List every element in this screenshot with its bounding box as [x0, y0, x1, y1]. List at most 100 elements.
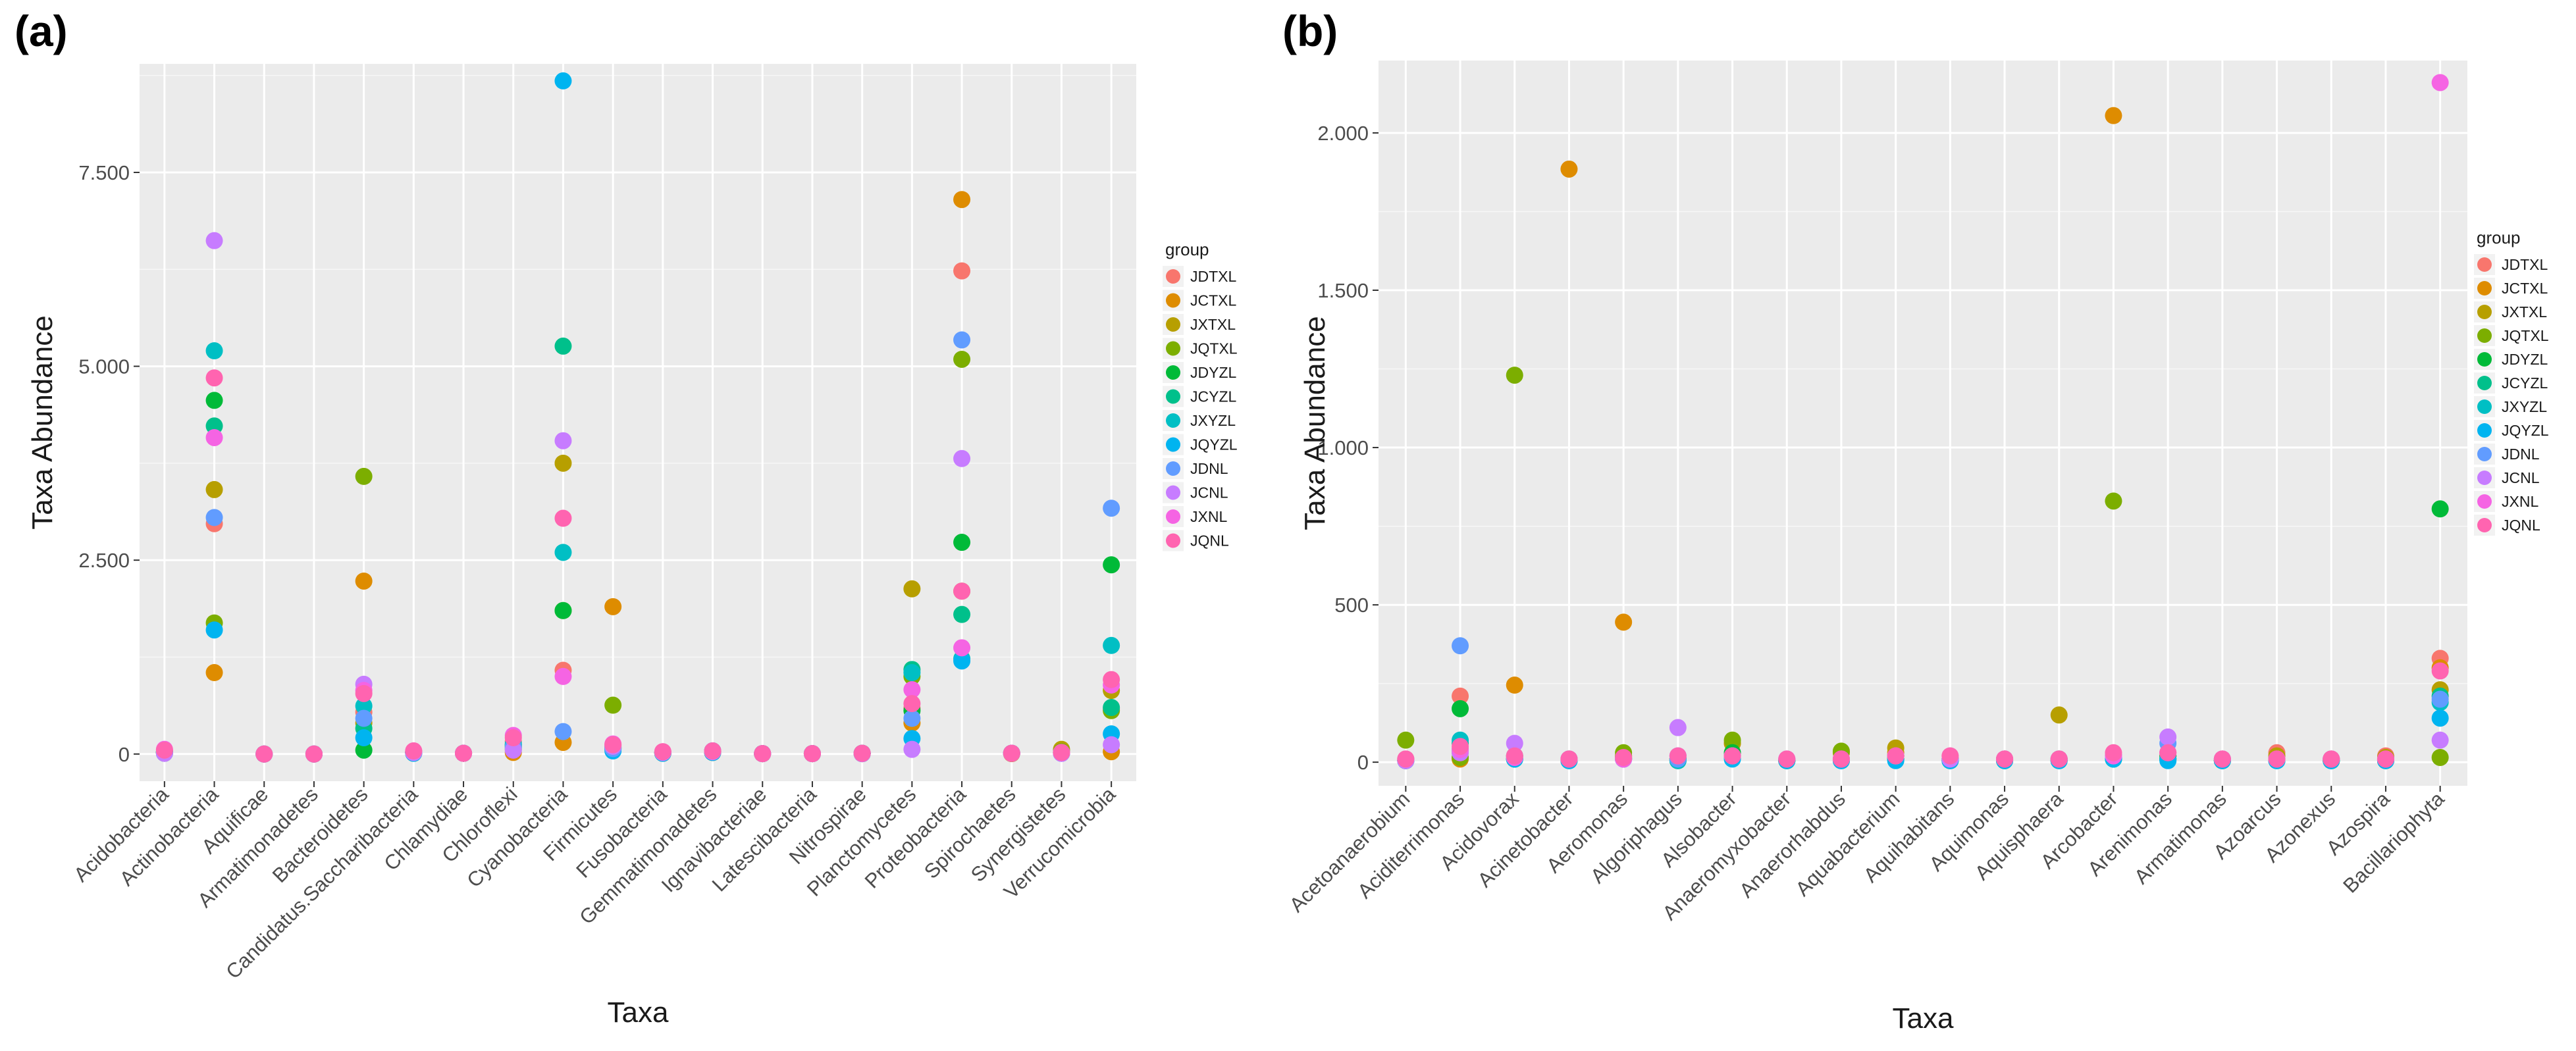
- legend-label: JDTXL: [2502, 256, 2548, 273]
- data-point: [1452, 700, 1469, 717]
- legend-key: [2477, 494, 2492, 509]
- legend-label: JCTXL: [1190, 292, 1237, 309]
- data-point: [2268, 750, 2286, 768]
- data-point: [1615, 613, 1633, 631]
- panel-a-y-axis-title: Taxa Abundance: [26, 315, 59, 529]
- panel-b-label: (b): [1282, 7, 1338, 55]
- panel-a-points: [155, 72, 1120, 763]
- legend-label: JDYZL: [2502, 351, 2548, 368]
- legend-label: JXNL: [2502, 493, 2538, 510]
- data-point: [554, 544, 572, 561]
- legend-key: [1166, 413, 1180, 428]
- data-point: [1103, 636, 1120, 654]
- data-point: [604, 696, 622, 714]
- legend-key: [2477, 328, 2492, 343]
- data-point: [504, 729, 522, 747]
- data-point: [654, 743, 671, 761]
- data-point: [1452, 637, 1469, 655]
- data-point: [2323, 750, 2340, 768]
- legend-key: [1166, 509, 1180, 524]
- legend-label: JDNL: [2502, 446, 2540, 463]
- y-tick-label: 500: [1334, 594, 1369, 617]
- data-point: [1560, 750, 1578, 768]
- panel-a-label: (a): [14, 7, 68, 55]
- y-tick-label: 1.000: [1317, 436, 1369, 459]
- data-point: [2377, 750, 2394, 768]
- legend-label: JDNL: [1190, 460, 1228, 477]
- panel-b-x-axis-title: Taxa: [1893, 1002, 1954, 1035]
- data-point: [2431, 690, 2449, 708]
- panel-b-legend: group JDTXL JCTXL JXTXL JQTXL JDYZL JCYZL JXYZ…: [2474, 228, 2549, 536]
- data-point: [2159, 744, 2177, 761]
- data-point: [2431, 662, 2449, 680]
- data-point: [205, 342, 223, 359]
- legend-key: [1166, 317, 1180, 332]
- data-point: [554, 337, 572, 355]
- legend-label: JQTXL: [2502, 327, 2549, 344]
- legend-label: JXYZL: [1190, 412, 1236, 429]
- data-point: [2105, 744, 2122, 761]
- legend-key: [2477, 399, 2492, 414]
- panel-b: (b) 0 500 1.000 1.500 2.000 AcetoanaerobiumA…: [1282, 7, 2549, 1035]
- data-point: [604, 598, 622, 615]
- y-tick-label: 2.500: [78, 549, 130, 572]
- panel-a-y-ticks: 0 2.500 5.000 7.500: [78, 161, 140, 766]
- y-tick-label: 1.500: [1317, 279, 1369, 302]
- x-tick-label: Acinetobacter: [1473, 787, 1578, 892]
- data-point: [1887, 747, 1905, 765]
- data-point: [953, 605, 971, 623]
- legend-label: JCYZL: [2502, 374, 2548, 392]
- legend-label: JDTXL: [1190, 268, 1237, 285]
- data-point: [554, 602, 572, 619]
- data-point: [355, 467, 373, 485]
- data-point: [1669, 719, 1687, 736]
- data-point: [1103, 556, 1120, 574]
- legend-key: [2477, 257, 2492, 272]
- data-point: [803, 745, 821, 763]
- legend-label: JDYZL: [1190, 364, 1237, 381]
- data-point: [205, 480, 223, 498]
- data-point: [903, 740, 921, 758]
- data-point: [2213, 750, 2231, 768]
- data-point: [205, 392, 223, 409]
- data-point: [405, 742, 423, 760]
- data-point: [1669, 747, 1687, 765]
- data-point: [554, 454, 572, 472]
- data-point: [1832, 750, 1850, 768]
- panel-a-legend: group JDTXL JCTXL JXTXL JQTXL JDYZL JCYZL JXYZ…: [1163, 240, 1238, 551]
- legend-key: [1166, 461, 1180, 476]
- data-point: [903, 580, 921, 598]
- data-point: [1003, 744, 1020, 762]
- data-point: [1506, 367, 1523, 384]
- data-point: [2431, 748, 2449, 766]
- data-point: [953, 534, 971, 551]
- data-point: [1996, 750, 2014, 768]
- data-point: [2105, 107, 2122, 124]
- legend-label: JQNL: [1190, 532, 1229, 550]
- data-point: [953, 449, 971, 467]
- data-point: [205, 369, 223, 387]
- legend-key: [2477, 447, 2492, 461]
- legend-key: [1166, 437, 1180, 452]
- legend-label: JQYZL: [2502, 422, 2549, 439]
- data-point: [554, 432, 572, 449]
- data-point: [1452, 738, 1469, 756]
- data-point: [355, 709, 373, 727]
- data-point: [1941, 747, 1959, 765]
- data-point: [355, 697, 373, 715]
- data-point: [953, 331, 971, 349]
- data-point: [1397, 750, 1415, 768]
- data-point: [355, 572, 373, 590]
- data-point: [1452, 687, 1469, 705]
- data-point: [205, 232, 223, 249]
- data-point: [604, 736, 622, 754]
- legend-key: [2477, 376, 2492, 390]
- panel-b-y-axis-title: Taxa Abundance: [1299, 316, 1331, 530]
- legend-key: [1166, 485, 1180, 500]
- data-point: [903, 695, 921, 713]
- panel-a-x-axis-title: Taxa: [608, 996, 669, 1029]
- data-point: [1103, 671, 1120, 688]
- data-point: [455, 744, 473, 762]
- data-point: [355, 684, 373, 702]
- data-point: [953, 262, 971, 280]
